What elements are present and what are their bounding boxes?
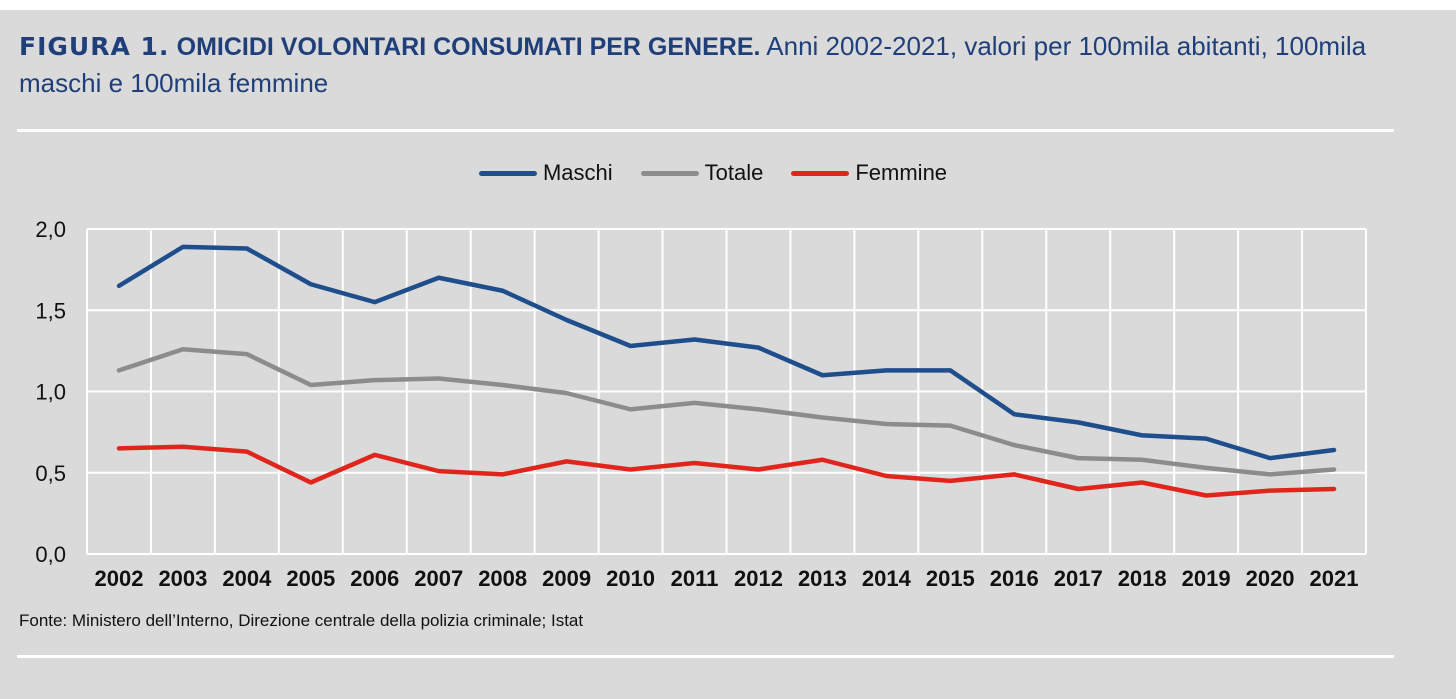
- y-tick-label: 0,5: [35, 461, 66, 486]
- x-tick-label: 2002: [94, 566, 143, 591]
- y-tick-label: 1,0: [35, 380, 66, 405]
- legend-swatch-maschi: [478, 170, 537, 176]
- x-tick-label: 2019: [1182, 566, 1231, 591]
- legend-item-femmine: Femmine: [791, 160, 947, 186]
- x-tick-label: 2020: [1246, 566, 1295, 591]
- x-tick-label: 2005: [286, 566, 335, 591]
- top-border: [0, 0, 1456, 10]
- legend-swatch-femmine: [791, 170, 850, 176]
- x-tick-label: 2011: [671, 566, 719, 591]
- x-tick-label: 2014: [862, 566, 912, 591]
- top-divider: [17, 129, 1394, 132]
- x-tick-label: 2009: [542, 566, 591, 591]
- y-tick-label: 2,0: [35, 217, 66, 242]
- series-line-maschi: [116, 244, 1337, 461]
- x-tick-label: 2017: [1054, 566, 1103, 591]
- figure-subtitle: Anni 2002-2021, valori per 100mila abita…: [19, 31, 1367, 98]
- legend-swatch-totale: [640, 170, 699, 176]
- chart-legend: Maschi Totale Femmine: [0, 160, 1426, 186]
- x-tick-label: 2016: [990, 566, 1039, 591]
- legend-item-totale: Totale: [640, 160, 764, 186]
- figure-label: FIGURA 1.: [19, 32, 170, 61]
- figure-heading: OMICIDI VOLONTARI CONSUMATI PER GENERE.: [176, 33, 761, 61]
- source-note: Fonte: Ministero dell’Interno, Direzione…: [19, 611, 584, 630]
- x-tick-label: 2013: [798, 566, 847, 591]
- series-line-femmine: [116, 444, 1337, 498]
- x-tick-label: 2004: [222, 566, 272, 591]
- bottom-divider: [17, 655, 1394, 658]
- legend-label-totale: Totale: [704, 160, 764, 185]
- series-line-totale: [116, 347, 1337, 477]
- legend-item-maschi: Maschi: [478, 160, 613, 186]
- x-tick-label: 2003: [158, 566, 207, 591]
- x-tick-label: 2018: [1118, 566, 1167, 591]
- x-tick-label: 2012: [734, 566, 783, 591]
- x-tick-label: 2006: [350, 566, 399, 591]
- x-tick-label: 2010: [606, 566, 655, 591]
- x-tick-label: 2015: [926, 566, 975, 591]
- x-tick-label: 2021: [1310, 566, 1359, 591]
- x-tick-label: 2007: [414, 566, 463, 591]
- y-tick-label: 1,5: [35, 298, 66, 323]
- legend-label-maschi: Maschi: [542, 160, 613, 185]
- legend-label-femmine: Femmine: [855, 160, 948, 185]
- x-tick-label: 2008: [478, 566, 527, 591]
- figure-title: FIGURA 1. OMICIDI VOLONTARI CONSUMATI PE…: [19, 28, 1419, 101]
- y-tick-label: 0,0: [35, 542, 66, 567]
